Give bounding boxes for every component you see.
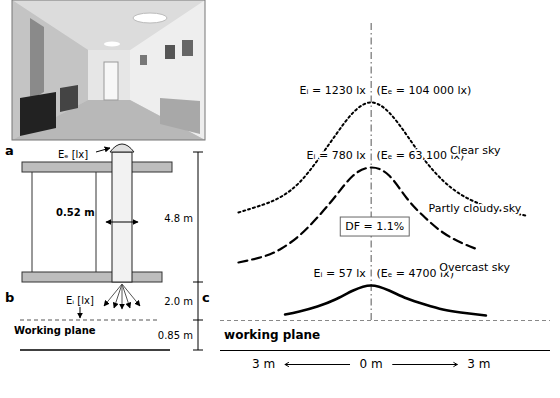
svg-text:0 m: 0 m	[360, 357, 383, 371]
svg-text:DF = 1.1%: DF = 1.1%	[345, 220, 404, 233]
svg-text:c: c	[202, 290, 210, 305]
svg-text:a: a	[5, 143, 14, 158]
svg-text:Eᵢ = 57 lx: Eᵢ = 57 lx	[314, 267, 367, 280]
svg-text:Overcast sky: Overcast sky	[439, 261, 510, 274]
svg-text:3 m: 3 m	[467, 357, 490, 371]
svg-text:2.0 m: 2.0 m	[164, 296, 193, 307]
svg-text:Eₑ [lx]: Eₑ [lx]	[58, 149, 88, 160]
svg-text:working plane: working plane	[224, 328, 320, 342]
svg-text:b: b	[5, 290, 14, 305]
svg-text:Eᵢ = 1230 lx: Eᵢ = 1230 lx	[300, 84, 367, 97]
svg-text:Eᵢ [lx]: Eᵢ [lx]	[66, 295, 94, 306]
svg-text:Partly cloudy sky: Partly cloudy sky	[429, 202, 522, 215]
svg-text:Working plane: Working plane	[14, 325, 96, 336]
svg-text:3 m: 3 m	[252, 357, 275, 371]
svg-text:(Eₑ = 4700 lx): (Eₑ = 4700 lx)	[376, 267, 454, 280]
svg-text:0.52 m: 0.52 m	[56, 207, 95, 218]
svg-text:Clear sky: Clear sky	[450, 144, 501, 157]
svg-text:0.85 m: 0.85 m	[158, 330, 193, 341]
svg-text:4.8 m: 4.8 m	[164, 213, 193, 224]
svg-text:Eᵢ = 780 lx: Eᵢ = 780 lx	[307, 149, 367, 162]
svg-text:(Eₑ = 104 000 lx): (Eₑ = 104 000 lx)	[377, 84, 472, 97]
svg-text:(Eₑ = 63 100 lx): (Eₑ = 63 100 lx)	[376, 149, 465, 162]
